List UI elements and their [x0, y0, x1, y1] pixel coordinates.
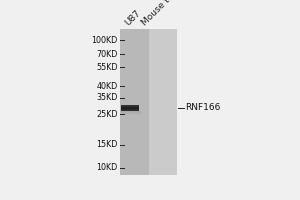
Text: 15KD: 15KD: [96, 140, 118, 149]
Text: Mouse testis: Mouse testis: [140, 0, 187, 28]
Text: 10KD: 10KD: [97, 163, 118, 172]
Text: 35KD: 35KD: [96, 93, 118, 102]
Bar: [120, 29, 177, 175]
Text: U87: U87: [124, 9, 143, 28]
Text: 25KD: 25KD: [96, 110, 118, 119]
Text: 40KD: 40KD: [97, 82, 118, 91]
Text: 70KD: 70KD: [96, 50, 118, 59]
Text: 55KD: 55KD: [96, 63, 118, 72]
Text: RNF166: RNF166: [185, 103, 220, 112]
Bar: [120, 29, 148, 175]
Text: 100KD: 100KD: [92, 36, 118, 45]
